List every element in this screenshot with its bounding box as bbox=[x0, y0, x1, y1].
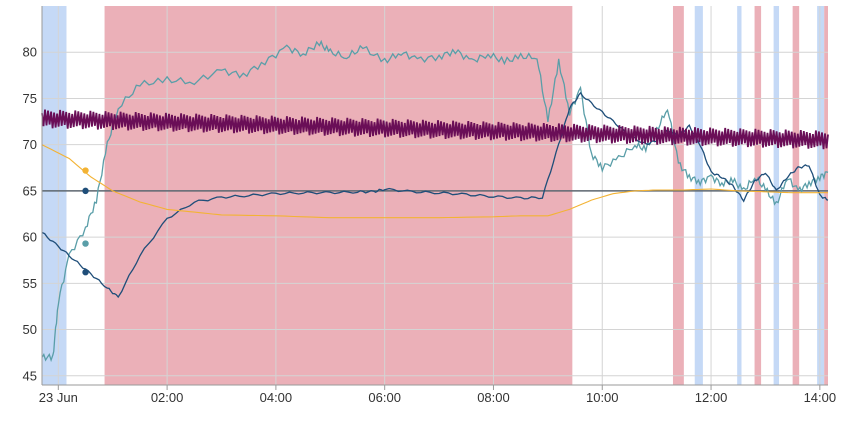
marker-orange bbox=[82, 167, 89, 174]
red-band bbox=[754, 6, 762, 385]
series-orange-line bbox=[41, 144, 828, 219]
series-teal-line bbox=[41, 39, 829, 363]
y-tick-label: 55 bbox=[23, 276, 37, 291]
highlight-bands bbox=[42, 6, 828, 385]
blue-band bbox=[694, 6, 703, 385]
x-tick-label: 04:00 bbox=[260, 390, 293, 405]
red-band bbox=[672, 6, 684, 385]
red-band bbox=[104, 6, 573, 385]
y-tick-label: 75 bbox=[23, 91, 37, 106]
x-tick-label: 23 Jun bbox=[39, 390, 78, 405]
blue-band bbox=[42, 6, 67, 385]
y-tick-label: 60 bbox=[23, 230, 37, 245]
red-band bbox=[824, 6, 828, 385]
x-tick-label: 06:00 bbox=[368, 390, 401, 405]
marker-layer bbox=[82, 167, 89, 276]
y-tick-label: 50 bbox=[23, 322, 37, 337]
x-tick-label: 14:00 bbox=[804, 390, 837, 405]
y-tick-label: 65 bbox=[23, 183, 37, 198]
marker-navy bbox=[82, 269, 89, 276]
red-band bbox=[792, 6, 800, 385]
series-layer bbox=[41, 39, 829, 363]
y-tick-label: 80 bbox=[23, 45, 37, 60]
y-tick-label: 70 bbox=[23, 137, 37, 152]
x-tick-label: 12:00 bbox=[695, 390, 728, 405]
x-tick-label: 02:00 bbox=[151, 390, 184, 405]
series-navy-line bbox=[41, 91, 829, 299]
blue-band bbox=[737, 6, 742, 385]
x-tick-label: 10:00 bbox=[586, 390, 619, 405]
series-purple-line bbox=[41, 109, 829, 150]
marker-teal bbox=[82, 240, 89, 247]
axes: 45 50 55 60 65 70 75 80 23 Jun 02:00 04:00 06:00 08:… bbox=[23, 6, 837, 405]
x-tick-label: 08:00 bbox=[477, 390, 510, 405]
blue-band bbox=[773, 6, 780, 385]
marker-navy bbox=[82, 187, 89, 195]
y-tick-label: 45 bbox=[23, 368, 37, 383]
